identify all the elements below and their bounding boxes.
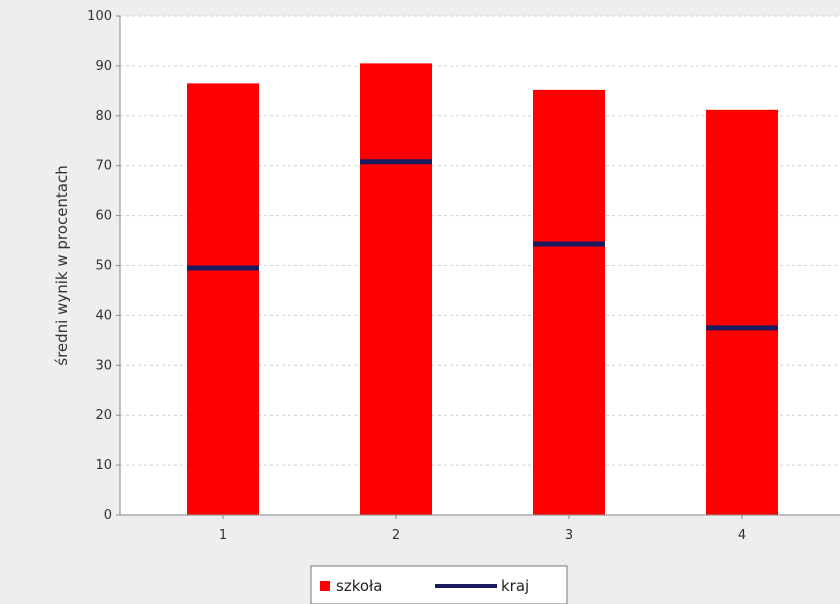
bar-1 (187, 83, 259, 516)
legend-label-szkola: szkoła (336, 577, 382, 595)
x-tick-label-1: 1 (219, 528, 227, 543)
bar-4 (706, 109, 778, 515)
legend: szkoła kraj (310, 565, 568, 604)
legend-swatch-szkola (320, 581, 330, 591)
x-tick-label-3: 3 (565, 528, 573, 543)
y-tick-label-0: 0 (104, 508, 112, 523)
y-tick-label-90: 90 (95, 59, 112, 74)
x-tick-label-2: 2 (392, 528, 400, 543)
y-tick-label-80: 80 (95, 109, 112, 124)
y-axis-label: średni wynik w procentach (53, 165, 71, 366)
axes: 0 10 20 30 40 50 60 70 80 90 100 1 2 3 4 (87, 9, 840, 543)
y-tick-label-70: 70 (95, 159, 112, 174)
y-tick-label-40: 40 (95, 308, 112, 323)
y-tick-label-100: 100 (87, 9, 112, 24)
y-tick-label-50: 50 (95, 259, 112, 274)
y-tick-label-60: 60 (95, 209, 112, 224)
bar-3 (533, 89, 605, 516)
bar-2 (360, 63, 432, 515)
bars-group (187, 63, 778, 516)
legend-label-kraj: kraj (501, 577, 529, 595)
x-tick-label-4: 4 (738, 528, 746, 543)
y-tick-label-20: 20 (95, 408, 112, 423)
legend-box (310, 565, 568, 604)
y-tick-label-30: 30 (95, 358, 112, 373)
y-tick-label-10: 10 (95, 458, 112, 473)
